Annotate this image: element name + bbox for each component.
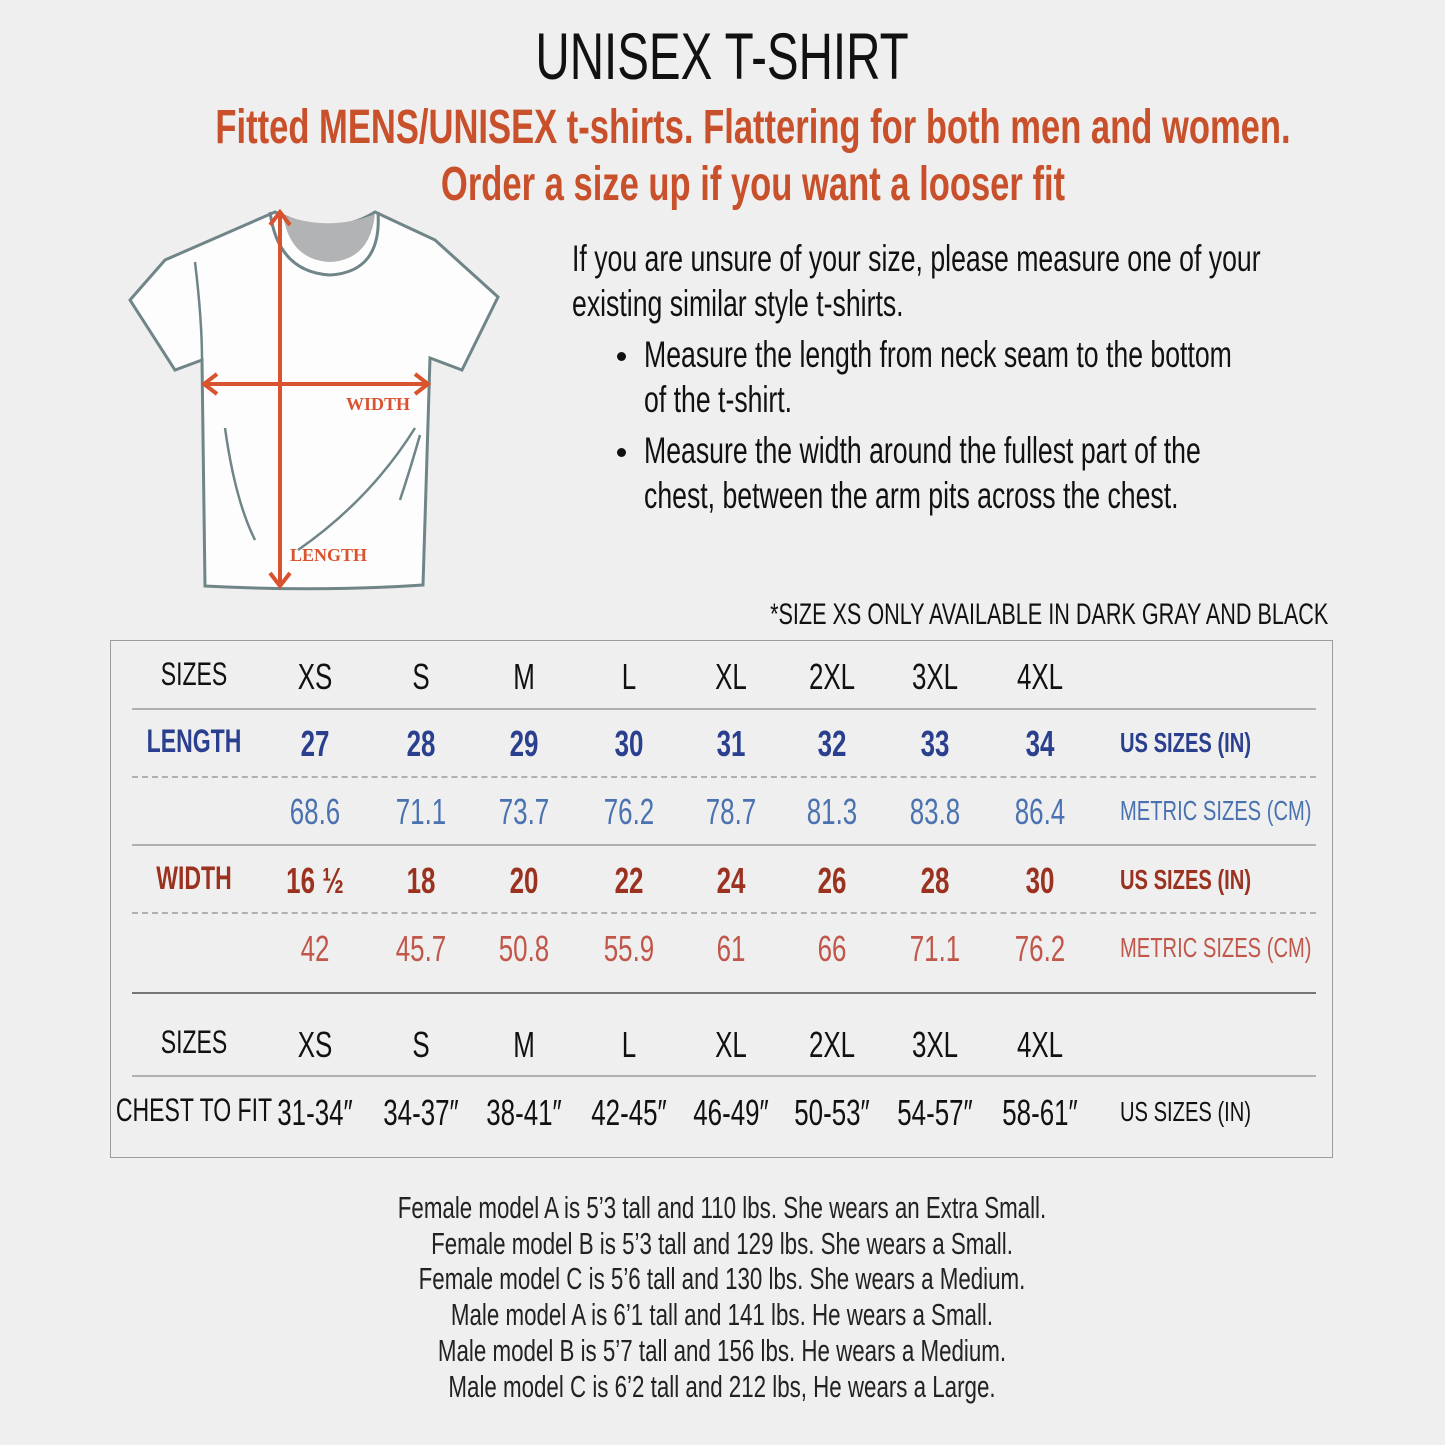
size-header: M [513, 1024, 535, 1065]
table-cell: 50.8 [498, 928, 550, 969]
model-info-line: Male model B is 5’7 tall and 156 lbs. He… [437, 1332, 1007, 1368]
unit-label: US SIZES (IN) [1120, 864, 1252, 895]
instruction-intro: existing similar style t-shirts. [572, 283, 904, 324]
table-cell: 31 [716, 723, 746, 764]
divider [132, 708, 1316, 710]
model-info-line: Male model C is 6’2 tall and 212 lbs, He… [448, 1368, 996, 1404]
table-cell: 73.7 [498, 791, 550, 832]
instruction-intro: If you are unsure of your size, please m… [572, 238, 1261, 279]
width-label: WIDTH [346, 394, 410, 414]
table-cell: 32 [817, 723, 847, 764]
size-table [110, 640, 1333, 1158]
table-cell: 55.9 [603, 928, 655, 969]
table-cell: 22 [614, 860, 644, 901]
row-label: WIDTH [156, 860, 232, 896]
unit-label: US SIZES (IN) [1120, 727, 1252, 758]
table-cell: 16 ½ [286, 860, 344, 901]
divider [132, 844, 1316, 846]
divider [132, 992, 1316, 994]
row-label: CHEST TO FIT [115, 1092, 273, 1128]
table-cell: 33 [920, 723, 950, 764]
size-header: L [621, 1024, 637, 1065]
table-cell: 27 [300, 723, 330, 764]
size-header: S [412, 1024, 430, 1065]
table-cell: 45.7 [395, 928, 447, 969]
table-cell: 71.1 [395, 791, 447, 832]
table-cell: 29 [509, 723, 539, 764]
instruction-bullet: Measure the width around the fullest par… [644, 430, 1201, 471]
table-cell: 58-61″ [1002, 1092, 1078, 1133]
table-cell: 30 [614, 723, 644, 764]
table-cell: 54-57″ [897, 1092, 973, 1133]
row-label: SIZES [160, 1024, 228, 1060]
instruction-bullet: chest, between the arm pits across the c… [644, 475, 1179, 516]
table-cell: 76.2 [1014, 928, 1066, 969]
table-cell: 31-34″ [277, 1092, 353, 1133]
table-cell: 71.1 [909, 928, 961, 969]
table-cell: 20 [509, 860, 539, 901]
table-cell: 68.6 [289, 791, 341, 832]
subtitle-line: Order a size up if you want a looser fit [440, 158, 1066, 211]
size-header: XS [297, 1024, 333, 1065]
table-cell: 86.4 [1014, 791, 1066, 832]
table-cell: 66 [817, 928, 847, 969]
size-header: M [513, 656, 535, 697]
size-header: 3XL [911, 1024, 959, 1065]
row-label: SIZES [160, 656, 228, 692]
divider [132, 912, 1316, 914]
size-header: XS [297, 656, 333, 697]
unit-label: METRIC SIZES (CM) [1120, 795, 1312, 826]
length-label: LENGTH [290, 545, 367, 565]
model-info-line: Female model C is 5’6 tall and 130 lbs. … [418, 1261, 1026, 1297]
table-cell: 61 [716, 928, 746, 969]
divider [132, 776, 1316, 778]
table-cell: 42 [300, 928, 330, 969]
instruction-bullet: Measure the length from neck seam to the… [644, 334, 1232, 375]
size-header: 2XL [808, 1024, 856, 1065]
table-cell: 50-53″ [794, 1092, 870, 1133]
unit-label: METRIC SIZES (CM) [1120, 932, 1312, 963]
tshirt-diagram: WIDTH LENGTH [128, 208, 500, 591]
divider [132, 1075, 1316, 1077]
table-cell: 26 [817, 860, 847, 901]
table-cell: 28 [406, 723, 436, 764]
bullet-icon [617, 352, 626, 361]
availability-note: *SIZE XS ONLY AVAILABLE IN DARK GRAY AND… [769, 598, 1328, 631]
page-title: UNISEX T-SHIRT [535, 19, 909, 93]
size-header: XL [715, 1024, 747, 1065]
subtitle-line: Fitted MENS/UNISEX t-shirts. Flattering … [215, 101, 1291, 154]
table-cell: 28 [920, 860, 950, 901]
table-cell: 30 [1025, 860, 1055, 901]
table-cell: 76.2 [603, 791, 655, 832]
table-cell: 46-49″ [693, 1092, 769, 1133]
row-label: LENGTH [146, 723, 242, 759]
model-info-line: Female model B is 5’3 tall and 129 lbs. … [431, 1225, 1013, 1261]
unit-label: US SIZES (IN) [1120, 1096, 1252, 1127]
size-header: 4XL [1016, 1024, 1064, 1065]
size-header: 2XL [808, 656, 856, 697]
table-cell: 42-45″ [591, 1092, 667, 1133]
table-cell: 78.7 [705, 791, 757, 832]
table-cell: 38-41″ [486, 1092, 562, 1133]
size-header: S [412, 656, 430, 697]
size-header: 4XL [1016, 656, 1064, 697]
size-header: 3XL [911, 656, 959, 697]
instruction-bullet: of the t-shirt. [644, 379, 793, 420]
model-info-line: Female model A is 5’3 tall and 110 lbs. … [397, 1190, 1047, 1225]
table-cell: 24 [716, 860, 746, 901]
bullet-icon [617, 448, 626, 457]
size-header: XL [715, 656, 747, 697]
model-info-line: Male model A is 6’1 tall and 141 lbs. He… [450, 1297, 994, 1333]
table-cell: 83.8 [909, 791, 961, 832]
table-cell: 34-37″ [383, 1092, 459, 1133]
table-cell: 18 [406, 860, 436, 901]
table-cell: 34 [1025, 723, 1055, 764]
table-cell: 81.3 [806, 791, 858, 832]
size-header: L [621, 656, 637, 697]
